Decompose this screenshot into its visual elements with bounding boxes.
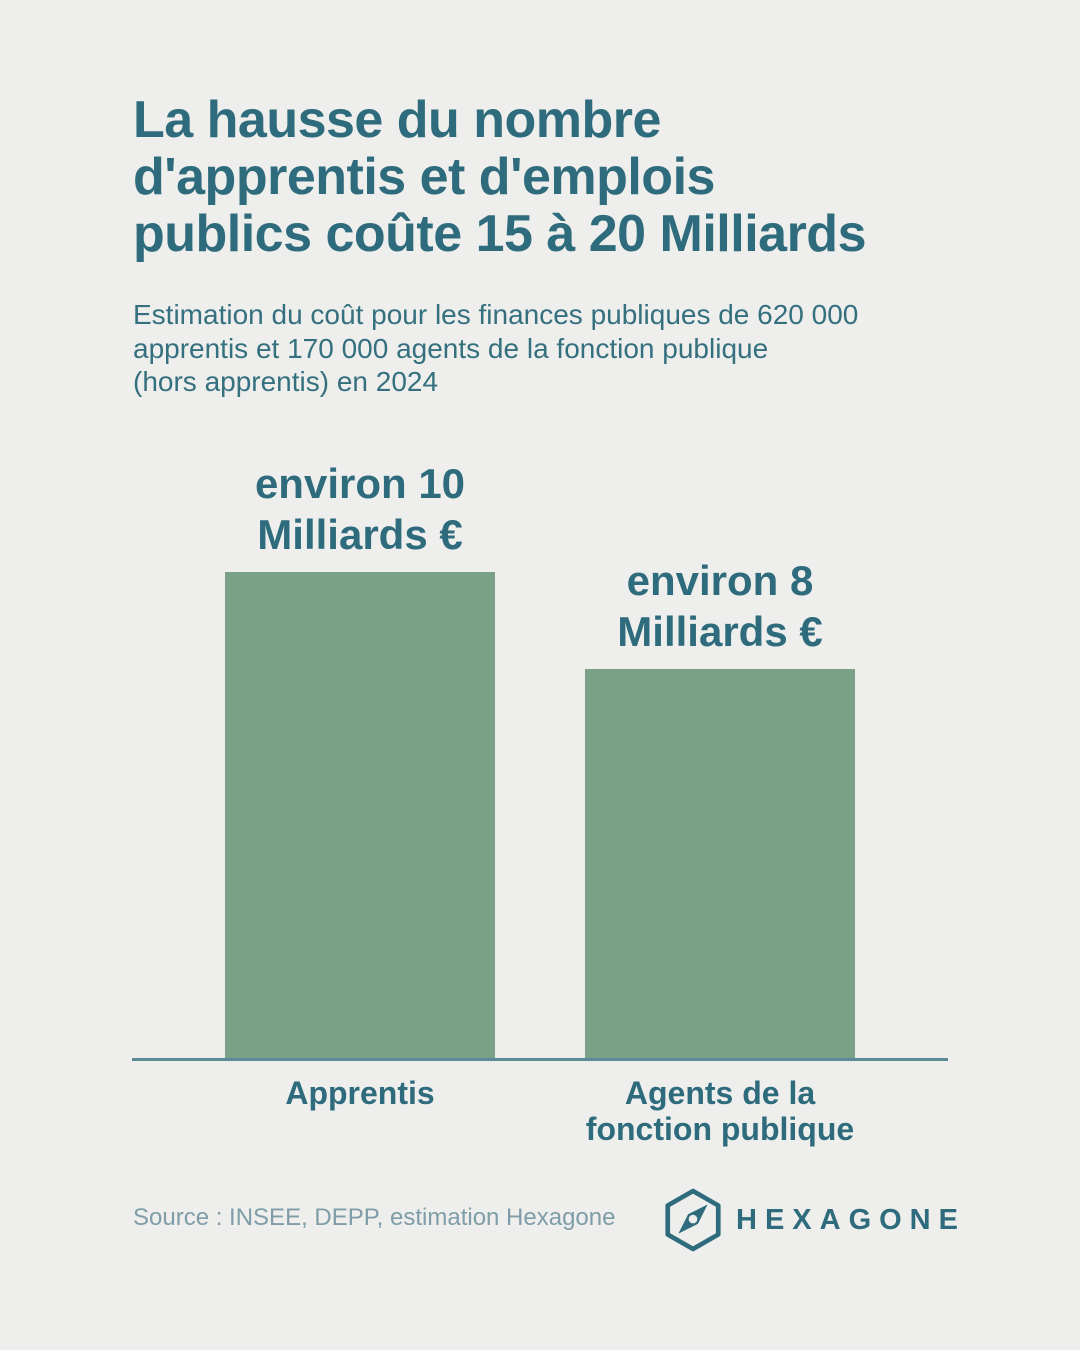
bar-value-label: environ 8 Milliards € xyxy=(617,556,823,655)
page-subtitle: Estimation du coût pour les finances pub… xyxy=(133,299,859,398)
page-title: La hausse du nombre d'apprentis et d'emp… xyxy=(133,91,867,264)
bar-category-label: Apprentis xyxy=(285,1075,435,1111)
x-axis-line xyxy=(132,1058,948,1061)
bar xyxy=(225,572,495,1058)
bar xyxy=(585,669,855,1058)
bar-category-label: Agents de la fonction publique xyxy=(585,1075,855,1147)
brand-name: HEXAGONE xyxy=(736,1203,966,1236)
hexagon-compass-icon xyxy=(664,1188,722,1252)
source-text: Source : INSEE, DEPP, estimation Hexagon… xyxy=(133,1204,616,1231)
bar-value-label: environ 10 Milliards € xyxy=(254,459,466,558)
brand-logo: HEXAGONE xyxy=(664,1188,966,1252)
